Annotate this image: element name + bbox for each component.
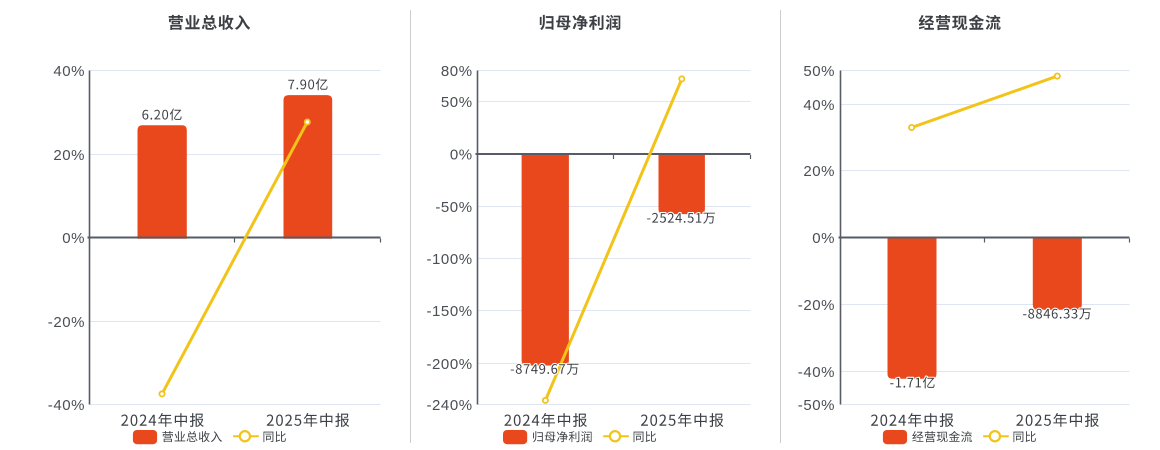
svg-text:-50%: -50%	[798, 397, 835, 414]
svg-text:-150%: -150%	[426, 303, 472, 320]
svg-text:50%: 50%	[803, 63, 835, 80]
svg-text:-100%: -100%	[426, 251, 472, 268]
svg-text:0%: 0%	[450, 146, 473, 163]
svg-text:50%: 50%	[441, 94, 473, 111]
svg-text:-20%: -20%	[48, 314, 85, 331]
svg-text:20%: 20%	[53, 147, 85, 164]
svg-text:-50%: -50%	[435, 199, 472, 216]
svg-text:-40%: -40%	[48, 397, 85, 414]
svg-text:0%: 0%	[62, 230, 85, 247]
svg-text:-240%: -240%	[426, 397, 472, 414]
svg-text:0%: 0%	[812, 230, 835, 247]
svg-text:-20%: -20%	[798, 297, 835, 314]
svg-text:20%: 20%	[803, 163, 835, 180]
svg-text:80%: 80%	[441, 63, 473, 80]
svg-text:-200%: -200%	[426, 356, 472, 373]
svg-text:-40%: -40%	[798, 364, 835, 381]
svg-text:40%: 40%	[53, 63, 85, 80]
svg-text:40%: 40%	[803, 97, 835, 114]
